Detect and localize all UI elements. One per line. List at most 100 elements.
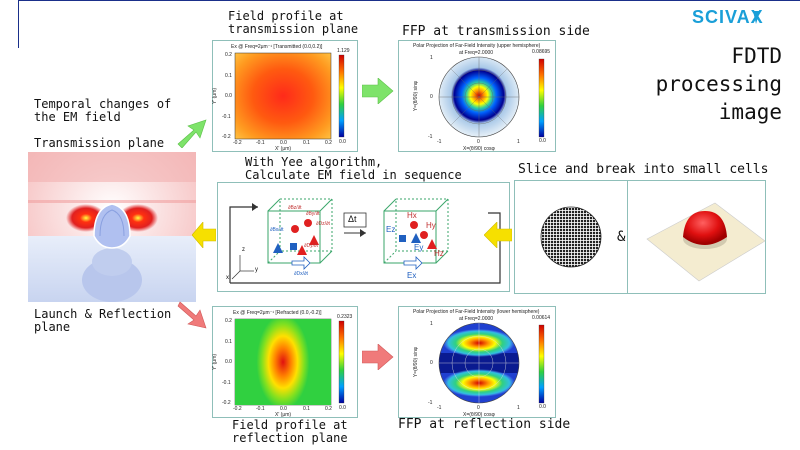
arrow-green-up-right <box>177 119 207 148</box>
yee-algorithm-panel: Δt ∂Bz/∂t ∂By/∂t ∂Bx/∂t ∂Dy/∂t ∂Dz/∂t ∂D… <box>217 182 510 292</box>
caption-ffp-reflection: FFP at reflection side <box>398 417 571 432</box>
x-axis-label: X=(θ/90) cosφ <box>463 146 495 152</box>
yee-cycle-diagram <box>229 198 501 284</box>
x-tick: 1 <box>517 405 520 411</box>
reflection-ffp-plot: Polar Projection of Far-Field Intensity … <box>398 306 556 418</box>
arrow-green-right <box>362 78 394 104</box>
reflection-field-plot: Ex @ Freq=2μm⁻¹ [Refracted (0.0,-0.2)] 0 <box>212 306 358 418</box>
x-axis-label: X' (μm) <box>275 412 292 418</box>
x-tick: 0.2 <box>325 406 332 412</box>
yee-ex-label: Ex <box>407 271 417 280</box>
caption-yee-algorithm: With Yee algorithm, Calculate EM field i… <box>245 155 462 182</box>
panel-divider <box>627 181 628 293</box>
y-tick: -0.1 <box>222 380 231 386</box>
y-tick: -1 <box>428 400 433 406</box>
arrow-yellow-left-2 <box>192 222 216 248</box>
x-tick: -1 <box>437 139 442 145</box>
plot-title: Polar Projection of Far-Field Intensity … <box>413 309 540 315</box>
x-tick: 0.0 <box>280 406 287 412</box>
mesh-cells-panel: & <box>514 180 766 294</box>
ampersand-label: & <box>617 229 626 245</box>
colorbar-max: 0.00614 <box>532 315 551 321</box>
transmission-ffp-plot: Polar Projection of Far-Field Intensity … <box>398 40 556 152</box>
y-tick: 0.2 <box>225 318 232 324</box>
y-tick: 0.1 <box>225 339 232 345</box>
yee-hy-label: Hy <box>426 221 436 230</box>
colorbar-max: 1.129 <box>337 48 350 54</box>
yee-hz-label: Hz <box>434 249 444 258</box>
yee-left-label: ∂By/∂t <box>306 211 320 217</box>
y-axis-label: Y=(θ/90) sinφ <box>413 346 420 378</box>
scivax-logo: SCIVAX <box>690 6 790 28</box>
yee-left-label: ∂Dx/∂t <box>294 271 308 277</box>
axis-z-label: z <box>242 247 245 253</box>
x-tick: 0 <box>477 405 480 411</box>
x-tick: -1 <box>437 405 442 411</box>
time-step-label: Δt <box>348 214 357 224</box>
y-tick: -0.2 <box>222 400 231 406</box>
title-line-2: processing <box>655 72 782 96</box>
x-tick: -0.1 <box>256 406 265 412</box>
x-axis-label: X=(θ/90) cosφ <box>463 412 495 418</box>
x-tick: 0.0 <box>280 140 287 146</box>
x-tick: -0.1 <box>256 140 265 146</box>
x-tick: 1 <box>517 139 520 145</box>
y-tick: 1 <box>430 55 433 61</box>
caption-temporal-changes: Temporal changes of the EM field <box>34 97 172 124</box>
yee-left-label: ∂Bx/∂t <box>270 227 284 233</box>
x-axis-label: X' (μm) <box>275 146 292 152</box>
colorbar-max: 0.08695 <box>532 49 551 55</box>
top-border-line <box>18 0 800 11</box>
y-tick: 0 <box>430 360 433 366</box>
caption-field-profile-reflection: Field profile at reflection plane <box>232 418 348 445</box>
title-line-1: FDTD <box>731 44 782 68</box>
colorbar-min: 0.0 <box>339 139 346 145</box>
plot-title: Polar Projection of Far-Field Intensity … <box>413 43 541 49</box>
caption-ffp-transmission: FFP at transmission side <box>402 24 590 39</box>
reflection-field-heatmap <box>234 318 345 406</box>
arrow-red-right <box>362 344 394 370</box>
y-tick: -1 <box>428 134 433 140</box>
mesh-illustration <box>540 202 766 282</box>
plot-title: Ex @ Freq=2μm⁻¹ [Refracted (0.0,-0.2)] <box>233 310 322 316</box>
colorbar-max: 0.2323 <box>337 314 353 320</box>
left-border-line <box>18 0 19 48</box>
colorbar-min: 0.0 <box>539 404 546 410</box>
y-axis-label: Y' (μm) <box>212 353 219 371</box>
y-tick: 0.0 <box>225 93 232 99</box>
y-tick: 0.0 <box>225 359 232 365</box>
transmission-field-heatmap <box>234 52 345 140</box>
colorbar-min: 0.0 <box>339 405 346 411</box>
plot-subtitle: at Freq=2.0000 <box>459 50 494 56</box>
yee-ez-label: Ez <box>386 225 396 234</box>
x-tick: 0.1 <box>303 406 310 412</box>
y-tick: 0 <box>430 94 433 100</box>
caption-field-profile-transmission: Field profile at transmission plane <box>228 9 359 36</box>
caption-transmission-plane: Transmission plane <box>34 136 165 150</box>
axis-y-label: y <box>255 267 258 273</box>
plot-subtitle: at Freq=2.0000 <box>459 316 494 322</box>
y-tick: 1 <box>430 321 433 327</box>
x-tick: 0 <box>477 139 480 145</box>
yee-ey-label: Ey <box>414 243 424 252</box>
x-tick: 0.2 <box>325 140 332 146</box>
y-tick: -0.1 <box>222 114 231 120</box>
x-tick: -0.2 <box>233 140 242 146</box>
yee-left-label: ∂Dz/∂t <box>316 221 330 227</box>
yee-left-label: ∂Bz/∂t <box>288 205 302 211</box>
y-tick: 0.1 <box>225 73 232 79</box>
colorbar-min: 0.0 <box>539 138 546 144</box>
page-title: FDTD processing image <box>656 42 782 126</box>
svg-text:SCIVAX: SCIVAX <box>692 7 764 27</box>
reflection-ffp-polar <box>438 322 545 404</box>
em-field-simulation-image <box>28 152 196 302</box>
x-tick: -0.2 <box>233 406 242 412</box>
title-line-3: image <box>718 100 782 124</box>
caption-launch-reflection: Launch & Reflection plane <box>34 307 172 334</box>
caption-slice-break: Slice and break into small cells <box>518 162 769 177</box>
arrow-red-down-right <box>177 301 207 329</box>
plot-title: Ex @ Freq=2μm⁻¹ [Transmitted (0.0,0.2)] <box>231 44 323 50</box>
transmission-field-plot: Ex @ Freq=2μm⁻¹ [Transmitted (0.0,0.2)] … <box>212 40 358 152</box>
y-tick: 0.2 <box>225 52 232 58</box>
y-axis-label: Y' (μm) <box>212 87 219 105</box>
